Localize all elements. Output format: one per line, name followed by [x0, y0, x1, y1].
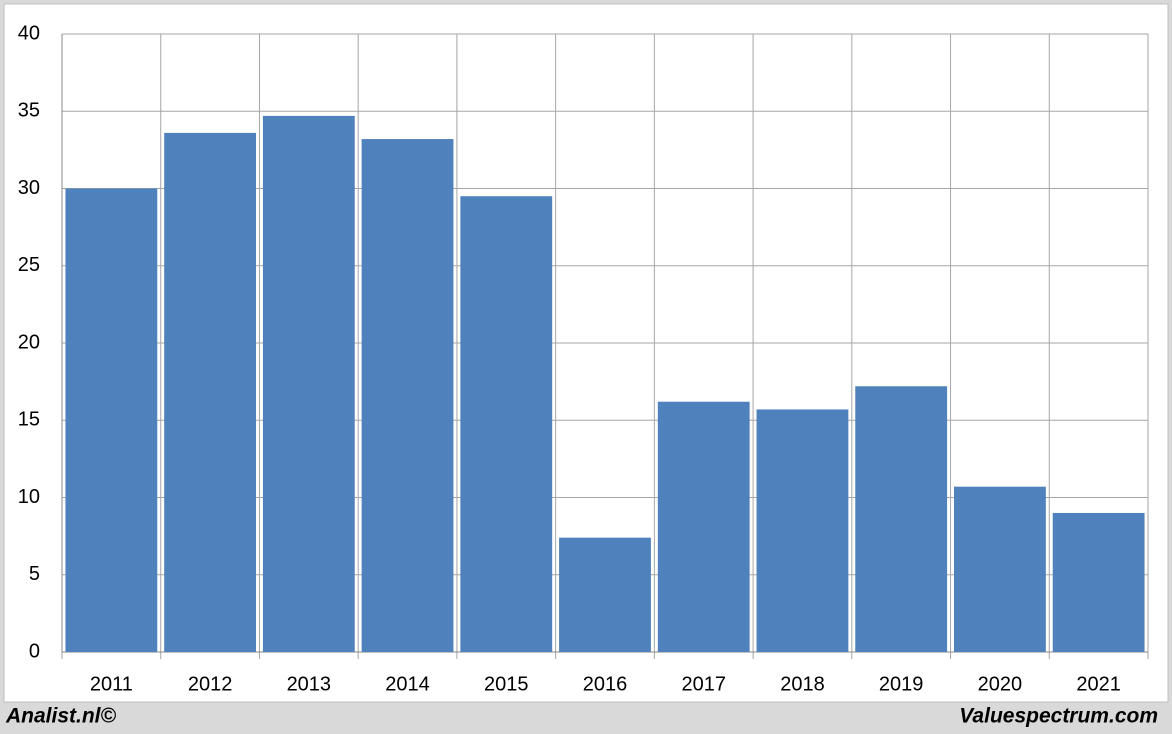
x-tick-label: 2013 — [287, 673, 332, 695]
y-tick-label: 15 — [18, 409, 40, 431]
bar — [559, 537, 651, 652]
y-tick-label: 35 — [18, 100, 40, 122]
x-tick-label: 2014 — [385, 673, 430, 695]
y-tick-label: 20 — [18, 331, 40, 353]
bar — [756, 409, 849, 652]
x-tick-label: 2021 — [1076, 673, 1121, 695]
bar — [855, 386, 948, 652]
y-tick-label: 5 — [29, 563, 40, 585]
bar — [262, 115, 355, 652]
x-tick-label: 2016 — [583, 673, 628, 695]
bar — [65, 188, 158, 652]
x-tick-label: 2015 — [484, 673, 529, 695]
y-tick-label: 25 — [18, 254, 40, 276]
bar — [164, 132, 256, 652]
bar — [954, 486, 1046, 652]
x-tick-label: 2018 — [780, 673, 825, 695]
y-tick-label: 0 — [29, 640, 40, 662]
footer-right: Valuespectrum.com — [959, 705, 1158, 728]
y-tick-label: 30 — [18, 177, 40, 199]
x-tick-label: 2019 — [879, 673, 924, 695]
bar — [460, 196, 553, 652]
x-tick-label: 2012 — [188, 673, 233, 695]
y-tick-label: 10 — [18, 486, 40, 508]
bar — [1052, 512, 1145, 652]
x-tick-label: 2017 — [681, 673, 726, 695]
footer-left: Analist.nl© — [5, 705, 117, 728]
bar — [361, 139, 454, 652]
bar — [657, 401, 750, 652]
x-tick-label: 2011 — [90, 673, 133, 695]
y-tick-label: 40 — [18, 22, 40, 44]
x-tick-label: 2020 — [978, 673, 1023, 695]
